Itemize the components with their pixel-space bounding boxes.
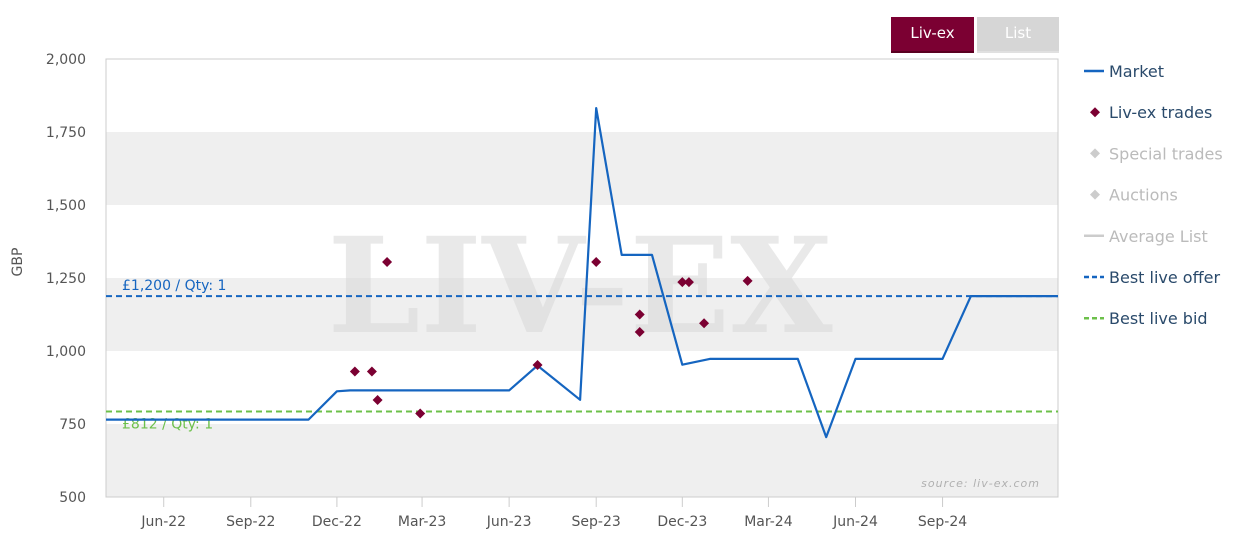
- tab-livex[interactable]: Liv-ex: [891, 17, 974, 53]
- legend-item-label: Market: [1109, 62, 1164, 81]
- livex-trade-point: [382, 256, 393, 267]
- x-tick-label: Sep-24: [918, 514, 967, 530]
- legend-symbol: [1090, 189, 1100, 200]
- source-label: source: liv-ex.com: [921, 477, 1040, 490]
- legend-symbol: [1090, 148, 1100, 159]
- watermark: LIV-EX: [327, 209, 833, 364]
- livex-trade-point: [677, 277, 688, 288]
- legend-item-label: Liv-ex trades: [1109, 103, 1212, 122]
- grid-bands: [106, 132, 1058, 497]
- series-layer: [106, 106, 1058, 439]
- x-tick-label: Jun-24: [832, 514, 878, 530]
- legend: Market Liv-ex trades Special trades Auction…: [1084, 62, 1223, 328]
- x-tick-label: Mar-23: [398, 514, 446, 530]
- grid-band: [106, 424, 1058, 497]
- livex-trade-point: [591, 256, 602, 267]
- livex-trade-point: [699, 318, 710, 329]
- livex-trade-point: [415, 408, 426, 419]
- y-tick-label: 1,750: [46, 125, 86, 141]
- y-tick-label: 2,000: [46, 52, 86, 68]
- livex-trade-point: [349, 366, 360, 377]
- y-tick-label: 500: [59, 490, 86, 506]
- legend-item-label: Average List: [1109, 227, 1208, 246]
- x-tick-label: Dec-23: [657, 514, 707, 530]
- tab-list[interactable]: List: [977, 17, 1059, 53]
- livex-trade-point: [366, 366, 377, 377]
- livex-trade-point: [372, 395, 383, 406]
- legend-symbol: [1090, 107, 1100, 118]
- livex-trade-point: [683, 277, 694, 288]
- livex-trade-point: [634, 309, 645, 320]
- y-axis-label: GBP: [10, 248, 26, 277]
- y-tick-label: 750: [59, 417, 86, 433]
- livex-trade-point: [532, 360, 543, 371]
- grid-band: [106, 278, 1058, 351]
- legend-item-label: Best live bid: [1109, 309, 1208, 328]
- x-tick-label: Dec-22: [312, 514, 362, 530]
- x-tick-label: Sep-23: [572, 514, 621, 530]
- market-line: [106, 106, 1058, 439]
- livex-trade-point: [742, 275, 753, 286]
- legend-item-label: Auctions: [1109, 186, 1178, 205]
- y-tick-label: 1,250: [46, 271, 86, 287]
- reference-lines: £1,200 / Qty: 1£812 / Qty: 1: [106, 278, 1058, 432]
- grid-band: [106, 132, 1058, 205]
- legend-item-label: Best live offer: [1109, 268, 1220, 287]
- y-axis: 500 750 1,000 1,250 1,500 1,750 2,000: [46, 52, 86, 506]
- best-offer-label: £1,200 / Qty: 1: [122, 278, 226, 294]
- x-axis: Jun-22 Sep-22 Dec-22 Mar-23 Jun-23 Sep-23 Dec-…: [140, 497, 967, 530]
- livex-trade-point: [634, 327, 645, 338]
- x-tick-label: Sep-22: [226, 514, 275, 530]
- x-tick-label: Jun-23: [486, 514, 532, 530]
- y-tick-label: 1,500: [46, 198, 86, 214]
- y-tick-label: 1,000: [46, 344, 86, 360]
- x-tick-label: Mar-24: [744, 514, 792, 530]
- plot-frame: [105, 58, 1059, 498]
- x-tick-label: Jun-22: [140, 514, 186, 530]
- legend-item-label: Special trades: [1109, 144, 1223, 163]
